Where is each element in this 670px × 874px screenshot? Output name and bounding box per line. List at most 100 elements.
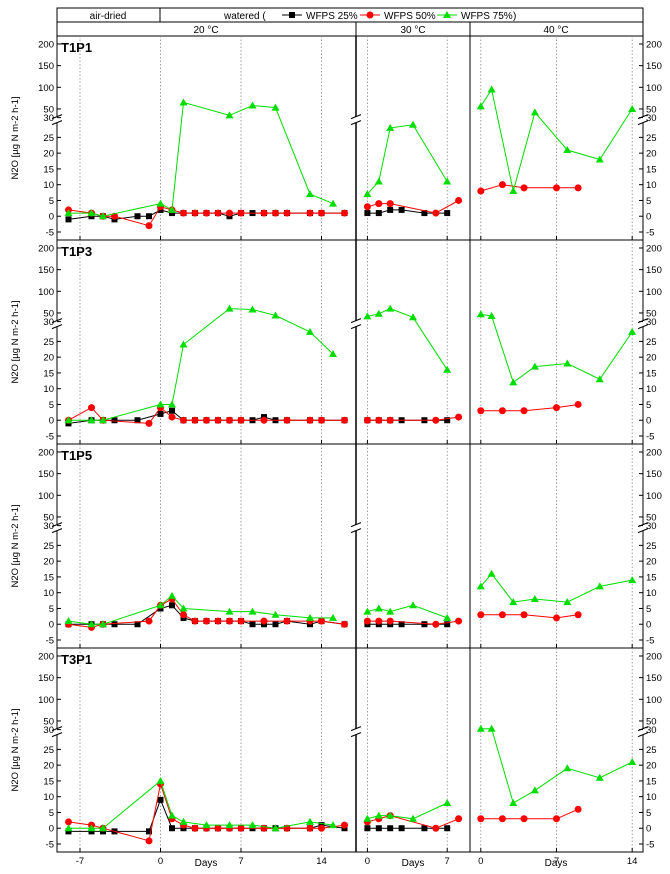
data-point-square <box>169 407 175 414</box>
series-wfps-25- <box>364 825 451 832</box>
data-point-triangle <box>476 102 485 110</box>
data-point-triangle <box>487 569 496 577</box>
y-tick-label-left: 25 <box>43 745 54 756</box>
axis-break-mark <box>51 732 63 738</box>
axis-break-mark <box>51 318 63 324</box>
data-point-circle <box>553 815 560 823</box>
row-label: T1P1 <box>61 40 92 55</box>
data-point-triangle <box>179 340 188 348</box>
y-tick-label-left: 10 <box>43 180 54 191</box>
y-tick-label-right: 20 <box>646 353 657 364</box>
data-point-triangle <box>595 582 604 590</box>
data-point-circle <box>145 617 153 625</box>
y-tick-label-left: 5 <box>49 808 54 819</box>
y-tick-label-right: 20 <box>646 557 657 568</box>
y-tick-label-left: 20 <box>43 149 54 160</box>
y-tick-label-right: 15 <box>646 776 657 787</box>
data-point-circle <box>283 416 291 424</box>
y-tick-label-right: 30 <box>646 317 657 328</box>
data-point-triangle <box>530 362 539 370</box>
axis-break-mark <box>350 726 362 732</box>
y-tick-label-right: -5 <box>646 636 654 647</box>
data-point-circle <box>498 181 506 189</box>
data-point-triangle <box>363 312 372 320</box>
data-point-triangle <box>509 186 518 194</box>
data-point-circle <box>214 209 222 217</box>
axis-break-mark <box>350 114 362 120</box>
data-point-triangle <box>179 98 188 106</box>
y-tick-label-right: 150 <box>646 469 662 480</box>
row-frame <box>56 35 644 241</box>
data-point-square <box>111 621 118 628</box>
series-line <box>480 614 579 619</box>
series-wfps-50- <box>477 400 582 415</box>
y-tick-label-right: 10 <box>646 180 657 191</box>
data-point-square <box>398 206 405 213</box>
axis-break-mark <box>350 522 362 528</box>
data-point-triangle <box>329 349 337 357</box>
data-point-triangle <box>530 108 539 116</box>
data-point-triangle <box>595 375 604 383</box>
axis-break-mark <box>350 318 362 324</box>
axis-break-mark <box>51 324 63 330</box>
y-tick-label-right: 15 <box>646 164 657 175</box>
data-point-triangle <box>329 199 337 207</box>
data-point-circle <box>574 805 582 813</box>
data-point-circle <box>237 824 245 832</box>
data-point-square <box>444 417 451 424</box>
data-point-triangle <box>306 327 314 335</box>
data-point-triangle <box>306 817 314 825</box>
data-point-triangle <box>99 212 107 220</box>
data-point-circle <box>237 617 245 625</box>
series-wfps-50- <box>363 413 463 424</box>
y-tick-label-left: 15 <box>43 164 54 175</box>
data-point-circle <box>180 611 187 619</box>
y-tick-label-left: 15 <box>43 776 54 787</box>
y-tick-label-right: 25 <box>646 745 657 756</box>
y-tick-label-right: 200 <box>646 652 662 663</box>
data-point-circle <box>477 611 485 619</box>
data-point-triangle <box>476 724 485 732</box>
data-point-square <box>398 621 405 628</box>
series-line <box>480 404 579 412</box>
panel-t1p1-20c <box>64 36 348 240</box>
series-line <box>68 101 334 217</box>
y-tick-label-right: 0 <box>646 416 651 427</box>
data-point-circle <box>260 617 268 625</box>
y-tick-label-right: 30 <box>646 725 657 736</box>
axis-break-mark <box>51 522 63 528</box>
data-point-circle <box>145 837 153 845</box>
data-point-circle <box>363 617 371 625</box>
data-point-circle <box>260 416 268 424</box>
data-point-triangle <box>443 177 452 185</box>
data-point-circle <box>553 404 560 412</box>
data-point-square <box>375 825 382 832</box>
data-point-circle <box>386 416 394 424</box>
axis-break-mark <box>350 120 362 126</box>
y-tick-label-right: 15 <box>646 572 657 583</box>
y-tick-label-left: 0 <box>49 212 54 223</box>
axis-break-mark <box>350 528 362 534</box>
axis-break-gap <box>350 116 362 123</box>
data-point-triangle <box>156 601 165 609</box>
data-point-triangle <box>99 416 107 424</box>
axis-break-gap <box>350 728 362 735</box>
series-line <box>68 780 334 829</box>
data-point-square <box>65 828 72 835</box>
x-axis-titles: Days Days Days <box>195 858 568 869</box>
data-point-triangle <box>563 145 572 153</box>
y-tick-label-left: 150 <box>38 673 54 684</box>
y-tick-label-left: 50 <box>43 716 54 727</box>
y-tick-label-left: 25 <box>43 541 54 552</box>
series-wfps-75- <box>363 304 452 373</box>
data-point-circle <box>341 620 348 628</box>
data-point-circle <box>145 222 153 230</box>
y-tick-label-left: 100 <box>38 695 54 706</box>
data-point-triangle <box>179 817 188 825</box>
data-point-circle <box>168 413 176 421</box>
y-tick-label-left: -5 <box>46 840 54 851</box>
series-wfps-50- <box>477 805 582 823</box>
